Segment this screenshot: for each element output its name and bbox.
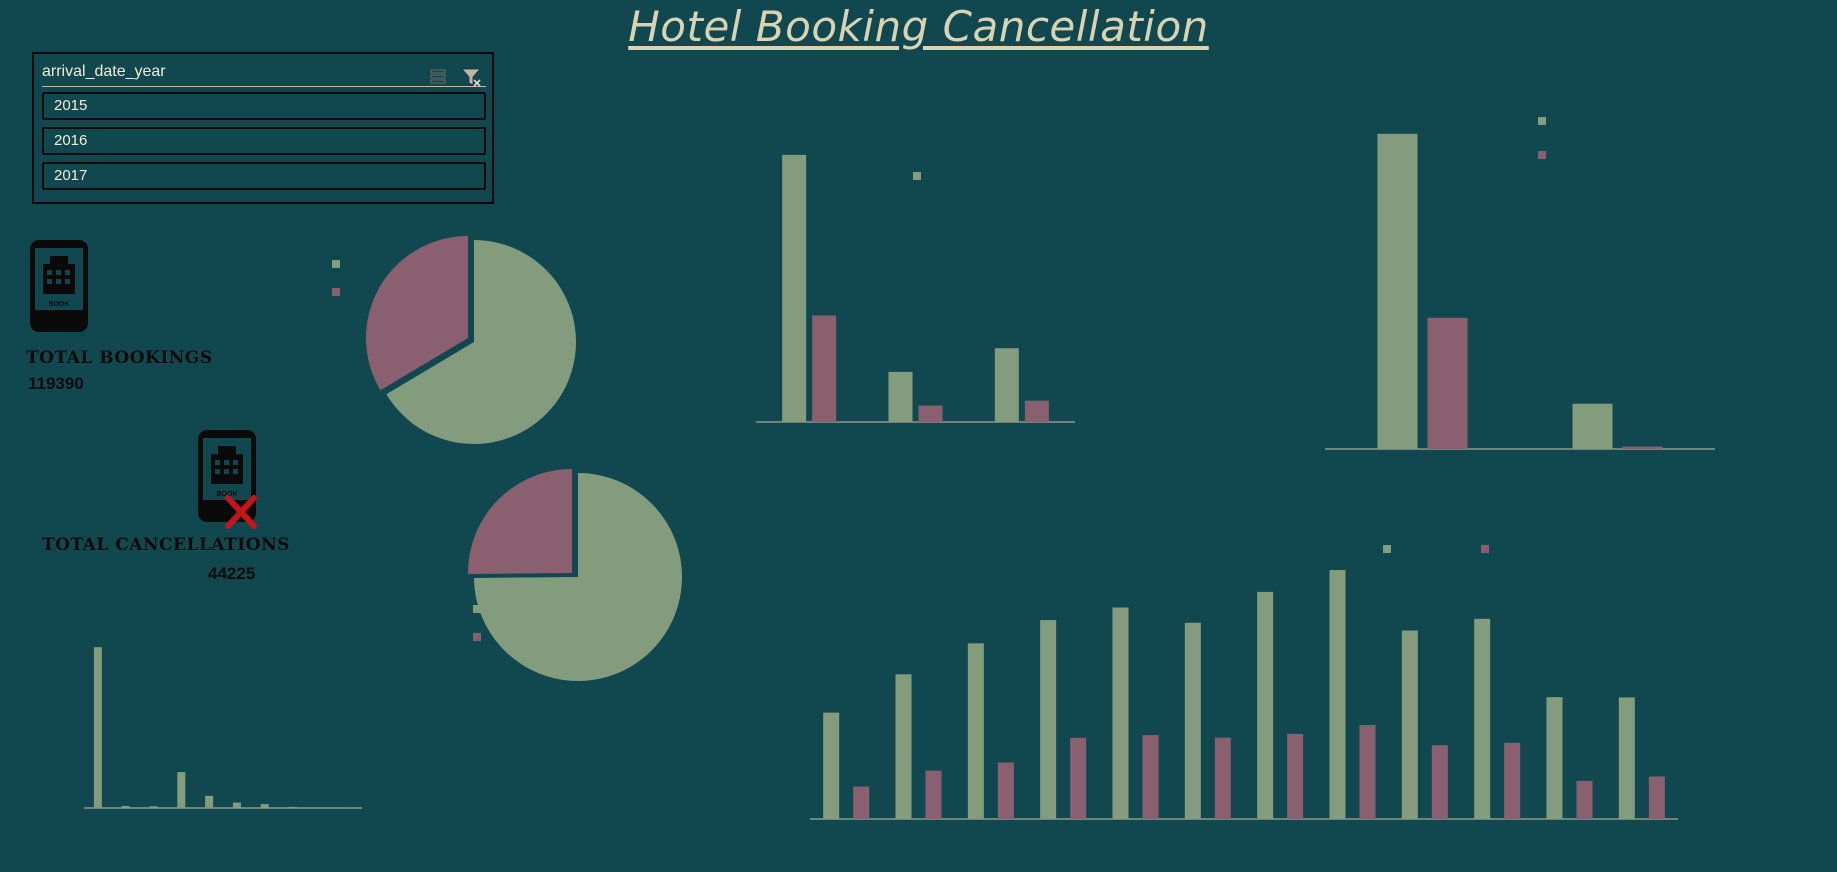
bar: [888, 371, 913, 422]
bar: [149, 806, 158, 808]
bar: [994, 348, 1019, 422]
bar: [1546, 697, 1563, 819]
bar: [288, 806, 297, 808]
bar: [1377, 133, 1418, 449]
pie-slice-resort-hotel: [366, 236, 468, 391]
total-bookings-label: TOTAL BOOKINGS: [26, 348, 213, 368]
page-title: Hotel Booking Cancellation: [628, 2, 1209, 51]
bar: [93, 647, 102, 808]
bar: [925, 770, 942, 819]
total-cancellations-value: 44225: [208, 564, 256, 583]
bar: [1214, 737, 1231, 819]
bar: [782, 154, 807, 422]
svg-text:BOOK: BOOK: [49, 301, 70, 308]
bar: [205, 795, 214, 808]
total-booking-pie-chart: [332, 236, 576, 444]
svg-text:BOOK: BOOK: [217, 491, 238, 498]
pie-slice-resort-hotel: [468, 469, 572, 574]
legend-swatch: [1383, 545, 1391, 553]
bar: [1622, 446, 1663, 449]
bar: [1504, 742, 1521, 819]
bar: [895, 674, 912, 819]
bar: [1572, 403, 1613, 449]
bar: [1618, 697, 1635, 819]
slicer-field-label: arrival_date_year: [42, 63, 166, 80]
bar: [1040, 620, 1057, 819]
bar: [1070, 737, 1087, 819]
bar: [1184, 622, 1201, 819]
bar: [1474, 618, 1491, 819]
total-bookings-value: 119390: [28, 374, 84, 393]
multi-select-icon[interactable]: [428, 66, 448, 86]
bar: [232, 802, 241, 808]
pie-slice-city-hotel: [474, 473, 682, 681]
total-cancellations-label: TOTAL CANCELLATIONS: [42, 535, 290, 555]
legend-swatch: [332, 260, 340, 268]
legend-swatch: [473, 605, 481, 613]
bar: [1401, 630, 1418, 819]
hotel-booking-icon: BOOK: [28, 238, 90, 339]
bar: [1257, 591, 1274, 819]
monthly-bar-chart: [810, 545, 1678, 820]
slicer-item-2015[interactable]: 2015: [42, 92, 486, 120]
bar: [1648, 776, 1665, 819]
bar: [1431, 745, 1448, 819]
cancelled-booking-pie-chart: [468, 469, 682, 681]
slicer-header: arrival_date_year: [42, 58, 486, 87]
slicer-item-2016[interactable]: 2016: [42, 127, 486, 155]
bar: [812, 315, 837, 422]
bar: [853, 786, 870, 819]
legend-swatch: [913, 172, 921, 180]
year-slicer: arrival_date_year 2015 2016 2017: [32, 52, 494, 204]
bar: [1142, 735, 1159, 819]
bar: [177, 772, 186, 808]
legend-swatch: [1538, 151, 1546, 159]
guest-type-bar-chart: [756, 154, 1075, 423]
bar: [1112, 607, 1129, 819]
bar: [260, 804, 269, 808]
bar: [1287, 733, 1304, 819]
bar: [967, 643, 984, 819]
legend-swatch: [1481, 545, 1489, 553]
legend-swatch: [473, 633, 481, 641]
bar: [997, 762, 1014, 819]
clear-filter-icon[interactable]: [460, 66, 481, 87]
bar: [823, 712, 840, 819]
bar: [121, 805, 130, 808]
legend-swatch: [1538, 117, 1546, 125]
pie-slice-city-hotel: [386, 240, 576, 444]
hotel-booking-cancel-icon: BOOK: [196, 428, 262, 537]
legend-swatch: [332, 288, 340, 296]
bar: [1427, 317, 1468, 449]
bar: [1024, 400, 1049, 422]
slicer-item-2017[interactable]: 2017: [42, 162, 486, 190]
room-type-bar-chart: [1325, 117, 1715, 450]
bar: [1329, 570, 1346, 819]
bar: [1359, 725, 1376, 819]
bar: [1576, 780, 1593, 819]
bar: [918, 405, 943, 422]
most-preferred-room-bar-chart: [84, 647, 362, 809]
